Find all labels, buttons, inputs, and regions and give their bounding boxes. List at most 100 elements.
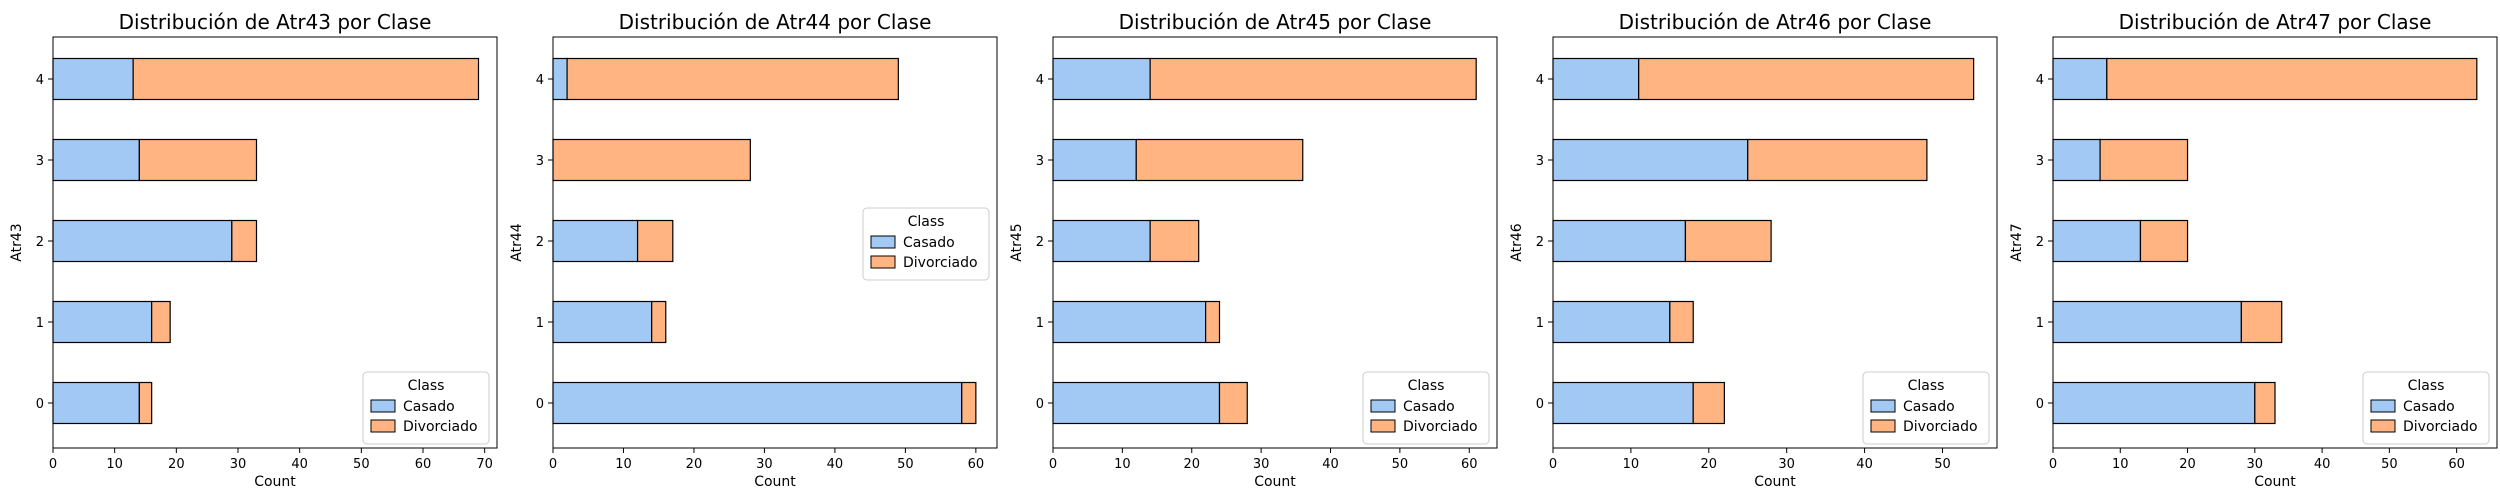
bar-segment [1149, 219, 1200, 263]
x-tick-label: 10 [1114, 457, 1131, 472]
bar-segment [1149, 57, 1477, 101]
y-tick-label: 3 [36, 154, 44, 169]
legend-entry: Divorciado [2403, 419, 2478, 435]
axes-frame [52, 36, 498, 449]
bar-segment [1052, 138, 1137, 182]
y-tick-label: 3 [1536, 154, 1544, 169]
legend-entry: Casado [403, 399, 455, 415]
bar-segment [1747, 138, 1928, 182]
x-axis-label: Count [1754, 474, 1796, 490]
x-tick-label: 20 [168, 457, 185, 472]
y-tick-label: 2 [1036, 235, 1044, 250]
legend-swatch [870, 255, 896, 269]
y-tick-label: 0 [536, 397, 544, 412]
x-tick-label: 30 [756, 457, 773, 472]
y-tick-label: 0 [1536, 397, 1544, 412]
x-tick-label: 60 [1461, 457, 1478, 472]
axes-frame [552, 36, 998, 449]
x-tick-label: 20 [686, 457, 703, 472]
x-tick-label: 30 [2247, 457, 2264, 472]
legend: Class Casado Divorciado [1362, 371, 1490, 445]
x-tick-label: 20 [1701, 457, 1718, 472]
legend-swatch [1370, 399, 1396, 413]
legend-swatch [2370, 399, 2396, 413]
x-tick-label: 50 [353, 457, 370, 472]
bar-segment [2099, 138, 2189, 182]
x-tick-label: 0 [1049, 457, 1057, 472]
y-axis-label: Atr45 [1009, 223, 1025, 261]
x-tick-label: 0 [2049, 457, 2057, 472]
x-tick-label: 40 [827, 457, 844, 472]
bar-segment [138, 381, 153, 425]
legend-entry: Casado [1403, 399, 1455, 415]
bar-segment [1205, 300, 1221, 344]
x-tick-label: 20 [2179, 457, 2196, 472]
bar-segment [1552, 381, 1694, 425]
legend-title: Class [908, 214, 945, 230]
bar-segment [231, 219, 258, 263]
axes-frame [1552, 36, 1998, 449]
y-tick-label: 2 [2036, 235, 2044, 250]
chart-title: Distribución de Atr43 por Clase [119, 10, 432, 34]
bar-segment [552, 381, 963, 425]
chart-title: Distribución de Atr47 por Clase [2119, 10, 2432, 34]
bar-segment [1684, 219, 1772, 263]
x-axis-label: Count [1254, 474, 1296, 490]
x-tick-label: 50 [1934, 457, 1951, 472]
legend: Class Casado Divorciado [362, 371, 490, 445]
bar-segment [2052, 300, 2242, 344]
y-tick-label: 4 [2036, 73, 2044, 88]
bar-segment [1135, 138, 1304, 182]
x-tick-label: 40 [1856, 457, 1873, 472]
bar-segment [552, 57, 568, 101]
x-tick-label: 50 [1392, 457, 1409, 472]
y-tick-label: 1 [1036, 316, 1044, 331]
y-tick-label: 4 [536, 73, 544, 88]
y-axis-label: Atr46 [1509, 223, 1525, 261]
axes-frame [2052, 36, 2498, 449]
y-tick-label: 1 [536, 316, 544, 331]
bar-segment [1552, 138, 1749, 182]
bar-segment [636, 219, 674, 263]
chart-title: Distribución de Atr46 por Clase [1619, 10, 1932, 34]
y-tick-label: 1 [1536, 316, 1544, 331]
x-tick-label: 70 [476, 457, 493, 472]
x-tick-label: 50 [2381, 457, 2398, 472]
legend-entry: Divorciado [903, 255, 978, 271]
y-tick-label: 0 [2036, 397, 2044, 412]
bar-segment [1552, 300, 1671, 344]
bar-segment [552, 138, 751, 182]
legend-title: Class [1908, 378, 1945, 394]
bar-segment [651, 300, 667, 344]
x-axis-label: Count [754, 474, 796, 490]
bar-segment [151, 300, 171, 344]
legend-entry: Casado [1903, 399, 1955, 415]
bar-segment [1052, 381, 1221, 425]
x-axis-label: Count [254, 474, 296, 490]
legend-entry: Divorciado [1403, 419, 1478, 435]
bar-segment [566, 57, 899, 101]
bar-segment [52, 300, 153, 344]
x-tick-label: 30 [1778, 457, 1795, 472]
x-tick-label: 60 [2448, 457, 2465, 472]
legend-swatch [2370, 419, 2396, 433]
x-tick-label: 60 [415, 457, 432, 472]
bar-segment [52, 138, 140, 182]
x-tick-label: 0 [1549, 457, 1557, 472]
legend: Class Casado Divorciado [1862, 371, 1990, 445]
y-tick-label: 1 [2036, 316, 2044, 331]
x-tick-label: 40 [291, 457, 308, 472]
legend-swatch [870, 235, 896, 249]
bar-segment [1552, 57, 1640, 101]
bar-segment [961, 381, 977, 425]
bar-segment [2254, 381, 2276, 425]
legend-title: Class [2408, 378, 2445, 394]
x-tick-label: 40 [1322, 457, 1339, 472]
legend-entry: Divorciado [1903, 419, 1978, 435]
bar-segment [2052, 381, 2256, 425]
